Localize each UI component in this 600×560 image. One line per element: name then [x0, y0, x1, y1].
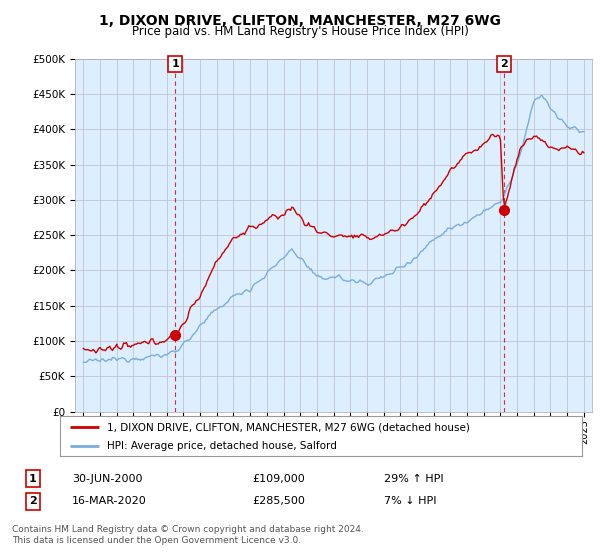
Text: 1: 1 [29, 474, 37, 484]
Text: £285,500: £285,500 [252, 496, 305, 506]
Text: 1: 1 [171, 59, 179, 69]
Text: 1, DIXON DRIVE, CLIFTON, MANCHESTER, M27 6WG (detached house): 1, DIXON DRIVE, CLIFTON, MANCHESTER, M27… [107, 422, 470, 432]
Text: 16-MAR-2020: 16-MAR-2020 [72, 496, 147, 506]
Text: Contains HM Land Registry data © Crown copyright and database right 2024.
This d: Contains HM Land Registry data © Crown c… [12, 525, 364, 545]
Text: 30-JUN-2000: 30-JUN-2000 [72, 474, 143, 484]
Text: 2: 2 [29, 496, 37, 506]
Text: Price paid vs. HM Land Registry's House Price Index (HPI): Price paid vs. HM Land Registry's House … [131, 25, 469, 38]
Text: 1, DIXON DRIVE, CLIFTON, MANCHESTER, M27 6WG: 1, DIXON DRIVE, CLIFTON, MANCHESTER, M27… [99, 14, 501, 28]
Text: 7% ↓ HPI: 7% ↓ HPI [384, 496, 437, 506]
Text: £109,000: £109,000 [252, 474, 305, 484]
Text: 29% ↑ HPI: 29% ↑ HPI [384, 474, 443, 484]
Text: HPI: Average price, detached house, Salford: HPI: Average price, detached house, Salf… [107, 441, 337, 451]
Text: 2: 2 [500, 59, 508, 69]
